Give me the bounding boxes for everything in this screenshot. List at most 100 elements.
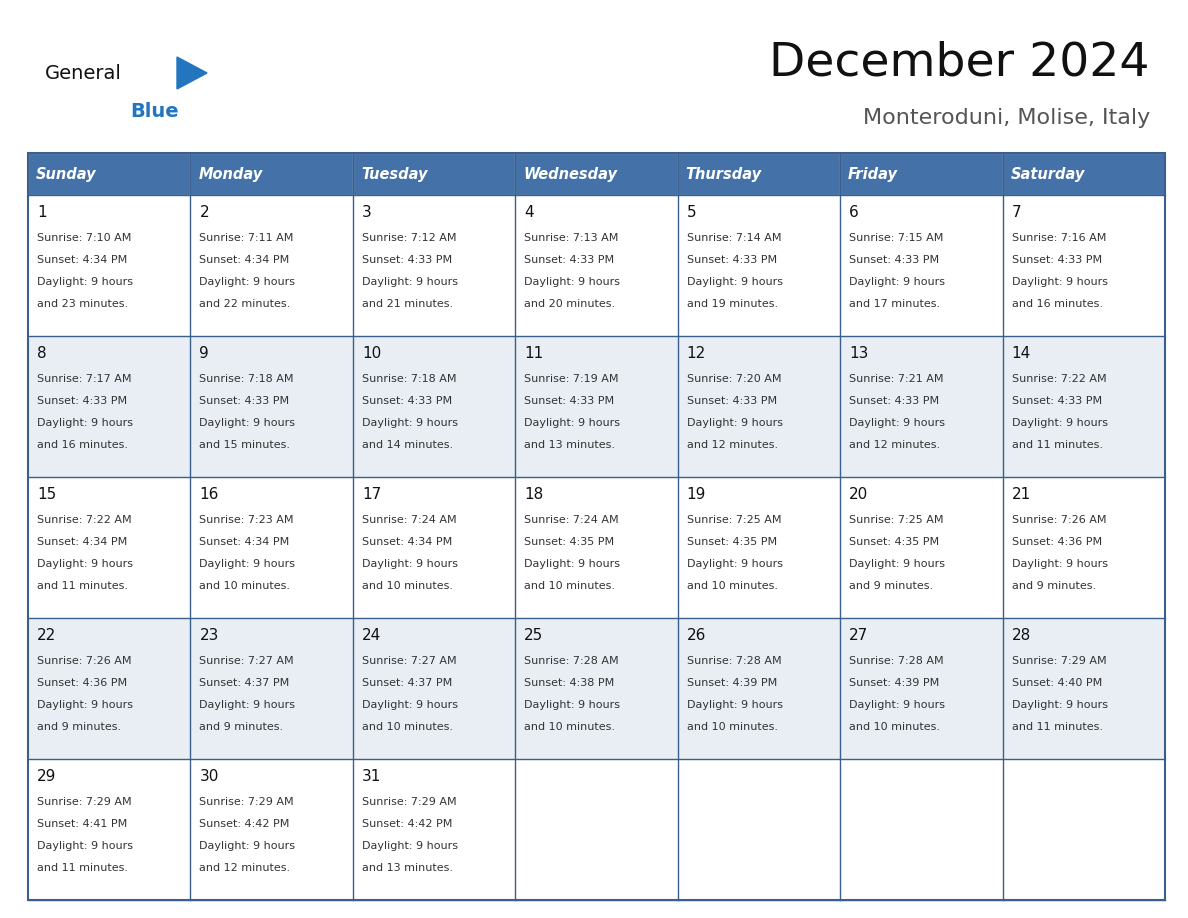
Text: 29: 29 bbox=[37, 769, 56, 784]
Text: Wednesday: Wednesday bbox=[523, 166, 618, 182]
Text: and 10 minutes.: and 10 minutes. bbox=[524, 722, 615, 732]
Text: Sunset: 4:36 PM: Sunset: 4:36 PM bbox=[37, 678, 127, 688]
Text: 26: 26 bbox=[687, 628, 706, 643]
Bar bbox=[29, 336, 190, 477]
Text: Sunset: 4:34 PM: Sunset: 4:34 PM bbox=[362, 537, 453, 547]
Bar bbox=[353, 336, 516, 477]
Text: Sunset: 4:33 PM: Sunset: 4:33 PM bbox=[687, 255, 777, 265]
Text: and 11 minutes.: and 11 minutes. bbox=[37, 863, 128, 873]
Text: 18: 18 bbox=[524, 487, 544, 502]
Text: and 12 minutes.: and 12 minutes. bbox=[687, 440, 778, 450]
Text: Sunset: 4:33 PM: Sunset: 4:33 PM bbox=[362, 255, 451, 265]
Text: 15: 15 bbox=[37, 487, 56, 502]
Text: Sunset: 4:36 PM: Sunset: 4:36 PM bbox=[1011, 537, 1101, 547]
Text: Sunrise: 7:20 AM: Sunrise: 7:20 AM bbox=[687, 374, 782, 384]
Bar bbox=[190, 618, 353, 759]
Text: Sunset: 4:33 PM: Sunset: 4:33 PM bbox=[524, 255, 614, 265]
Text: Sunset: 4:37 PM: Sunset: 4:37 PM bbox=[362, 678, 453, 688]
Text: Sunrise: 7:10 AM: Sunrise: 7:10 AM bbox=[37, 233, 132, 243]
Bar bbox=[353, 153, 516, 195]
Text: and 19 minutes.: and 19 minutes. bbox=[687, 299, 778, 309]
Text: Daylight: 9 hours: Daylight: 9 hours bbox=[200, 841, 296, 851]
Text: and 12 minutes.: and 12 minutes. bbox=[200, 863, 291, 873]
Text: and 16 minutes.: and 16 minutes. bbox=[37, 440, 128, 450]
Text: 4: 4 bbox=[524, 205, 533, 220]
Text: and 16 minutes.: and 16 minutes. bbox=[1011, 299, 1102, 309]
Text: Sunrise: 7:12 AM: Sunrise: 7:12 AM bbox=[362, 233, 456, 243]
Text: Sunrise: 7:21 AM: Sunrise: 7:21 AM bbox=[849, 374, 943, 384]
Text: Sunset: 4:33 PM: Sunset: 4:33 PM bbox=[849, 396, 940, 406]
Bar bbox=[677, 477, 840, 618]
Bar bbox=[29, 759, 190, 900]
Bar bbox=[29, 477, 190, 618]
Text: 23: 23 bbox=[200, 628, 219, 643]
Text: and 22 minutes.: and 22 minutes. bbox=[200, 299, 291, 309]
Text: Sunset: 4:33 PM: Sunset: 4:33 PM bbox=[524, 396, 614, 406]
Text: Sunset: 4:41 PM: Sunset: 4:41 PM bbox=[37, 819, 127, 829]
Text: Sunset: 4:34 PM: Sunset: 4:34 PM bbox=[37, 255, 127, 265]
Text: and 15 minutes.: and 15 minutes. bbox=[200, 440, 290, 450]
Text: 10: 10 bbox=[362, 346, 381, 361]
Text: Daylight: 9 hours: Daylight: 9 hours bbox=[37, 700, 133, 710]
Text: Sunset: 4:35 PM: Sunset: 4:35 PM bbox=[687, 537, 777, 547]
Bar bbox=[353, 759, 516, 900]
Text: Daylight: 9 hours: Daylight: 9 hours bbox=[687, 700, 783, 710]
Text: 19: 19 bbox=[687, 487, 706, 502]
Text: 31: 31 bbox=[362, 769, 381, 784]
Text: and 14 minutes.: and 14 minutes. bbox=[362, 440, 453, 450]
Text: Sunset: 4:37 PM: Sunset: 4:37 PM bbox=[200, 678, 290, 688]
Bar bbox=[1003, 618, 1165, 759]
Text: Daylight: 9 hours: Daylight: 9 hours bbox=[1011, 559, 1107, 569]
Text: Daylight: 9 hours: Daylight: 9 hours bbox=[362, 418, 457, 428]
Text: Sunset: 4:34 PM: Sunset: 4:34 PM bbox=[200, 255, 290, 265]
Polygon shape bbox=[177, 57, 207, 89]
Text: Sunrise: 7:18 AM: Sunrise: 7:18 AM bbox=[362, 374, 456, 384]
Text: 5: 5 bbox=[687, 205, 696, 220]
Text: Sunrise: 7:27 AM: Sunrise: 7:27 AM bbox=[362, 656, 456, 666]
Text: and 11 minutes.: and 11 minutes. bbox=[37, 581, 128, 591]
Text: Daylight: 9 hours: Daylight: 9 hours bbox=[362, 559, 457, 569]
Text: Saturday: Saturday bbox=[1011, 166, 1085, 182]
Text: Sunrise: 7:25 AM: Sunrise: 7:25 AM bbox=[849, 515, 943, 525]
Text: 24: 24 bbox=[362, 628, 381, 643]
Text: and 11 minutes.: and 11 minutes. bbox=[1011, 440, 1102, 450]
Text: Sunrise: 7:22 AM: Sunrise: 7:22 AM bbox=[1011, 374, 1106, 384]
Text: 1: 1 bbox=[37, 205, 46, 220]
Text: 9: 9 bbox=[200, 346, 209, 361]
Bar bbox=[677, 336, 840, 477]
Text: Daylight: 9 hours: Daylight: 9 hours bbox=[524, 700, 620, 710]
Text: General: General bbox=[45, 63, 122, 83]
Bar bbox=[677, 195, 840, 336]
Text: Daylight: 9 hours: Daylight: 9 hours bbox=[524, 559, 620, 569]
Text: Sunrise: 7:23 AM: Sunrise: 7:23 AM bbox=[200, 515, 293, 525]
Text: and 9 minutes.: and 9 minutes. bbox=[849, 581, 934, 591]
Bar bbox=[353, 618, 516, 759]
Text: and 9 minutes.: and 9 minutes. bbox=[37, 722, 121, 732]
Text: Sunrise: 7:14 AM: Sunrise: 7:14 AM bbox=[687, 233, 782, 243]
Text: Sunrise: 7:25 AM: Sunrise: 7:25 AM bbox=[687, 515, 782, 525]
Text: Daylight: 9 hours: Daylight: 9 hours bbox=[200, 559, 296, 569]
Text: Sunset: 4:33 PM: Sunset: 4:33 PM bbox=[362, 396, 451, 406]
Text: 27: 27 bbox=[849, 628, 868, 643]
Bar bbox=[516, 195, 677, 336]
Text: and 9 minutes.: and 9 minutes. bbox=[200, 722, 284, 732]
Bar bbox=[190, 336, 353, 477]
Text: December 2024: December 2024 bbox=[770, 40, 1150, 85]
Bar bbox=[840, 618, 1003, 759]
Text: Sunset: 4:42 PM: Sunset: 4:42 PM bbox=[362, 819, 453, 829]
Text: Sunrise: 7:28 AM: Sunrise: 7:28 AM bbox=[687, 656, 782, 666]
Text: Daylight: 9 hours: Daylight: 9 hours bbox=[362, 700, 457, 710]
Text: 7: 7 bbox=[1011, 205, 1022, 220]
Bar bbox=[29, 153, 190, 195]
Text: Sunset: 4:33 PM: Sunset: 4:33 PM bbox=[849, 255, 940, 265]
Text: Daylight: 9 hours: Daylight: 9 hours bbox=[200, 700, 296, 710]
Text: Blue: Blue bbox=[129, 102, 178, 120]
Text: 11: 11 bbox=[524, 346, 544, 361]
Bar bbox=[29, 153, 1165, 900]
Bar bbox=[190, 477, 353, 618]
Bar bbox=[840, 153, 1003, 195]
Text: Sunset: 4:38 PM: Sunset: 4:38 PM bbox=[524, 678, 614, 688]
Bar bbox=[516, 153, 677, 195]
Text: Thursday: Thursday bbox=[685, 166, 762, 182]
Text: Sunrise: 7:19 AM: Sunrise: 7:19 AM bbox=[524, 374, 619, 384]
